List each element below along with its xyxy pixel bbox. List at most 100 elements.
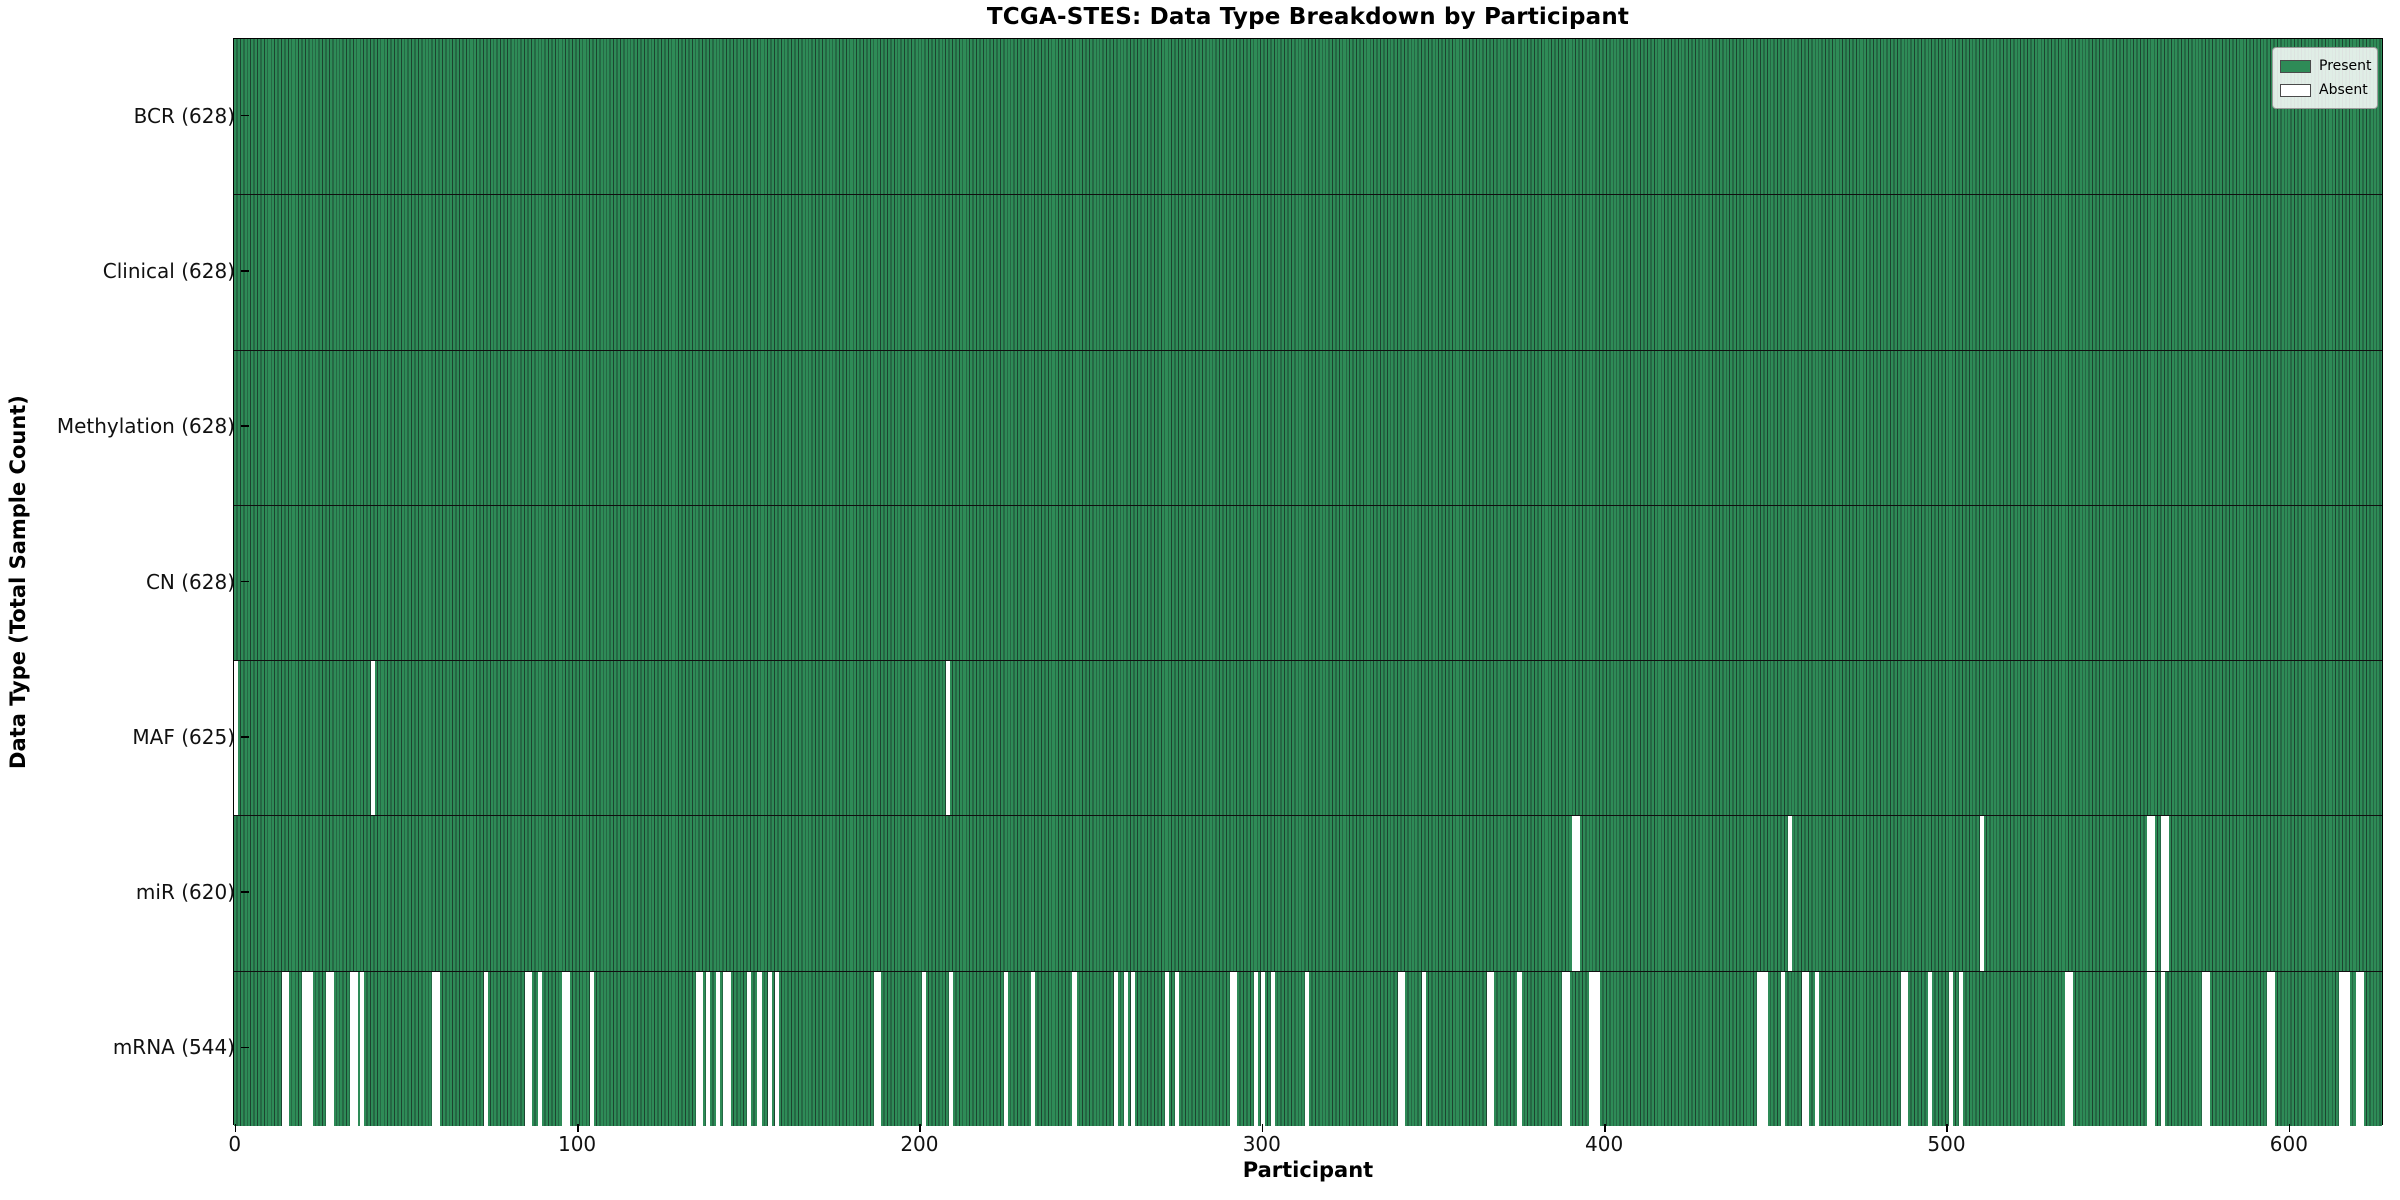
x-tick-mark	[1261, 1124, 1264, 1132]
absent-gap	[2342, 971, 2347, 1126]
absent-gap	[747, 971, 752, 1126]
absent-gap	[1253, 971, 1258, 1126]
absent-gap	[2161, 971, 2166, 1126]
absent-gap	[528, 971, 533, 1126]
absent-gap	[774, 971, 779, 1126]
absent-gap	[589, 971, 594, 1126]
absent-gap	[350, 971, 355, 1126]
absent-gap	[1596, 971, 1601, 1126]
absent-gap	[1130, 971, 1135, 1126]
absent-gap	[1904, 971, 1909, 1126]
absent-gap	[2339, 971, 2344, 1126]
x-tick-mark	[919, 1124, 921, 1132]
absent-gap	[565, 971, 570, 1126]
absent-gap	[1757, 971, 1762, 1126]
absent-gap	[2356, 971, 2361, 1126]
absent-gap	[2065, 971, 2070, 1126]
y-tick-label-BCR: BCR (628)	[133, 103, 235, 128]
absent-gap	[1164, 971, 1169, 1126]
absent-gap	[1787, 816, 1793, 971]
row-miR	[234, 815, 2382, 971]
row-fill-Methylation	[234, 350, 2382, 505]
absent-gap	[432, 971, 437, 1126]
absent-gap	[353, 971, 358, 1126]
legend-entry-present: Present	[2280, 54, 2372, 78]
x-tick-label-500: 500	[1927, 1132, 1966, 1156]
absent-gap	[2150, 971, 2155, 1126]
absent-gap	[2147, 816, 2152, 971]
absent-gap	[1781, 971, 1786, 1126]
absent-gap	[695, 971, 700, 1126]
y-tick-label-MAF: MAF (625)	[132, 724, 235, 749]
y-tick-mark	[240, 114, 249, 117]
absent-swatch-icon	[2280, 83, 2311, 97]
legend-absent-label: Absent	[2319, 82, 2368, 98]
absent-gap	[2345, 971, 2351, 1126]
y-tick-label-mRNA: mRNA (544)	[112, 1035, 235, 1060]
absent-gap	[1801, 971, 1806, 1126]
absent-gap	[1979, 816, 1984, 971]
absent-gap	[285, 971, 290, 1126]
absent-gap	[1123, 971, 1128, 1126]
x-tick-mark	[1604, 1124, 1606, 1132]
absent-gap	[360, 971, 365, 1126]
absent-gap	[706, 971, 711, 1126]
absent-gap	[1490, 971, 1495, 1126]
absent-gap	[1805, 971, 1810, 1126]
absent-gap	[945, 661, 950, 816]
absent-gap	[1760, 971, 1765, 1126]
x-tick-label-0: 0	[228, 1132, 242, 1156]
y-tick-mark	[240, 1046, 249, 1049]
absent-gap	[2359, 971, 2364, 1126]
row-fill-CN	[234, 505, 2382, 661]
row-fill-Clinical	[234, 195, 2382, 350]
absent-gap	[2205, 971, 2210, 1126]
absent-gap	[877, 971, 882, 1126]
absent-gap	[2147, 971, 2152, 1126]
row-fill-BCR	[234, 39, 2382, 195]
legend: Present Absent	[2272, 47, 2378, 109]
absent-gap	[2270, 971, 2275, 1126]
absent-gap	[1900, 971, 1906, 1126]
x-tick-label-600: 600	[2269, 1132, 2308, 1156]
row-MAF	[233, 660, 2382, 816]
absent-gap	[562, 971, 567, 1126]
absent-gap	[1031, 971, 1036, 1126]
absent-gap	[305, 971, 310, 1126]
absent-gap	[1815, 971, 1820, 1126]
absent-gap	[2164, 816, 2169, 971]
absent-gap	[726, 971, 731, 1126]
row-fill-miR	[234, 816, 2382, 971]
absent-gap	[1763, 971, 1769, 1126]
absent-gap	[2150, 816, 2155, 971]
absent-gap	[1421, 971, 1426, 1126]
y-tick-label-CN: CN (628)	[145, 569, 235, 594]
absent-gap	[767, 971, 772, 1126]
absent-gap	[326, 971, 331, 1126]
x-tick-label-100: 100	[557, 1132, 597, 1156]
absent-gap	[1270, 971, 1276, 1126]
absent-gap	[1072, 971, 1077, 1126]
x-tick-mark	[1946, 1124, 1948, 1132]
absent-gap	[1575, 816, 1580, 971]
y-tick-mark	[240, 270, 249, 272]
row-fill-MAF	[234, 661, 2382, 816]
x-tick-mark	[577, 1124, 579, 1132]
absent-gap	[302, 971, 307, 1126]
legend-entry-absent: Absent	[2280, 78, 2369, 102]
absent-gap	[1561, 971, 1567, 1126]
absent-gap	[538, 971, 543, 1126]
absent-gap	[308, 971, 314, 1126]
absent-gap	[1517, 971, 1522, 1126]
y-tick-mark	[240, 425, 249, 427]
y-tick-label-miR: miR (620)	[135, 880, 235, 905]
absent-gap	[699, 971, 704, 1126]
absent-gap	[483, 971, 488, 1126]
x-tick-label-200: 200	[900, 1132, 939, 1156]
absent-gap	[716, 971, 721, 1126]
x-tick-mark	[2288, 1124, 2291, 1132]
absent-gap	[1305, 971, 1310, 1126]
y-tick-mark	[240, 736, 249, 738]
absent-gap	[1565, 971, 1570, 1126]
absent-gap	[723, 971, 728, 1126]
